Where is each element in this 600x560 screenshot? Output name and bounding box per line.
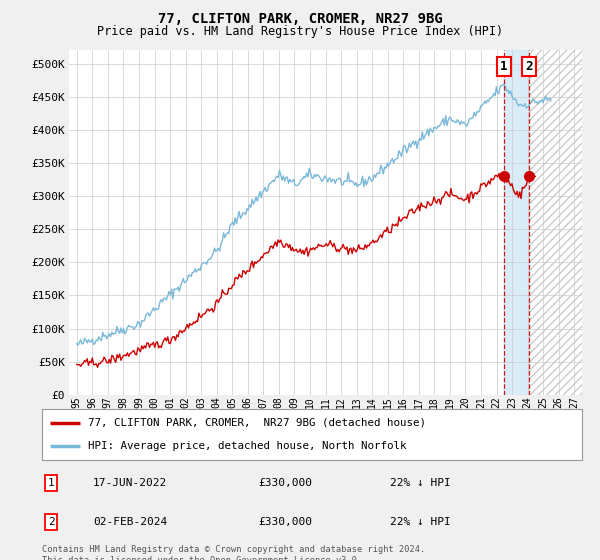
Bar bbox=[529, 50, 582, 395]
Text: 1: 1 bbox=[500, 60, 508, 73]
Text: Contains HM Land Registry data © Crown copyright and database right 2024.
This d: Contains HM Land Registry data © Crown c… bbox=[42, 545, 425, 560]
Text: 2: 2 bbox=[525, 60, 533, 73]
Text: £330,000: £330,000 bbox=[258, 478, 312, 488]
Text: 77, CLIFTON PARK, CROMER,  NR27 9BG (detached house): 77, CLIFTON PARK, CROMER, NR27 9BG (deta… bbox=[88, 418, 426, 428]
Text: 22% ↓ HPI: 22% ↓ HPI bbox=[390, 517, 451, 527]
Text: Price paid vs. HM Land Registry's House Price Index (HPI): Price paid vs. HM Land Registry's House … bbox=[97, 25, 503, 38]
Text: HPI: Average price, detached house, North Norfolk: HPI: Average price, detached house, Nort… bbox=[88, 441, 406, 451]
Text: 77, CLIFTON PARK, CROMER, NR27 9BG: 77, CLIFTON PARK, CROMER, NR27 9BG bbox=[158, 12, 442, 26]
Text: 22% ↓ HPI: 22% ↓ HPI bbox=[390, 478, 451, 488]
Text: £330,000: £330,000 bbox=[258, 517, 312, 527]
Text: 1: 1 bbox=[47, 478, 55, 488]
Bar bbox=[503, 50, 529, 395]
Text: 02-FEB-2024: 02-FEB-2024 bbox=[93, 517, 167, 527]
Text: 17-JUN-2022: 17-JUN-2022 bbox=[93, 478, 167, 488]
Text: 2: 2 bbox=[47, 517, 55, 527]
